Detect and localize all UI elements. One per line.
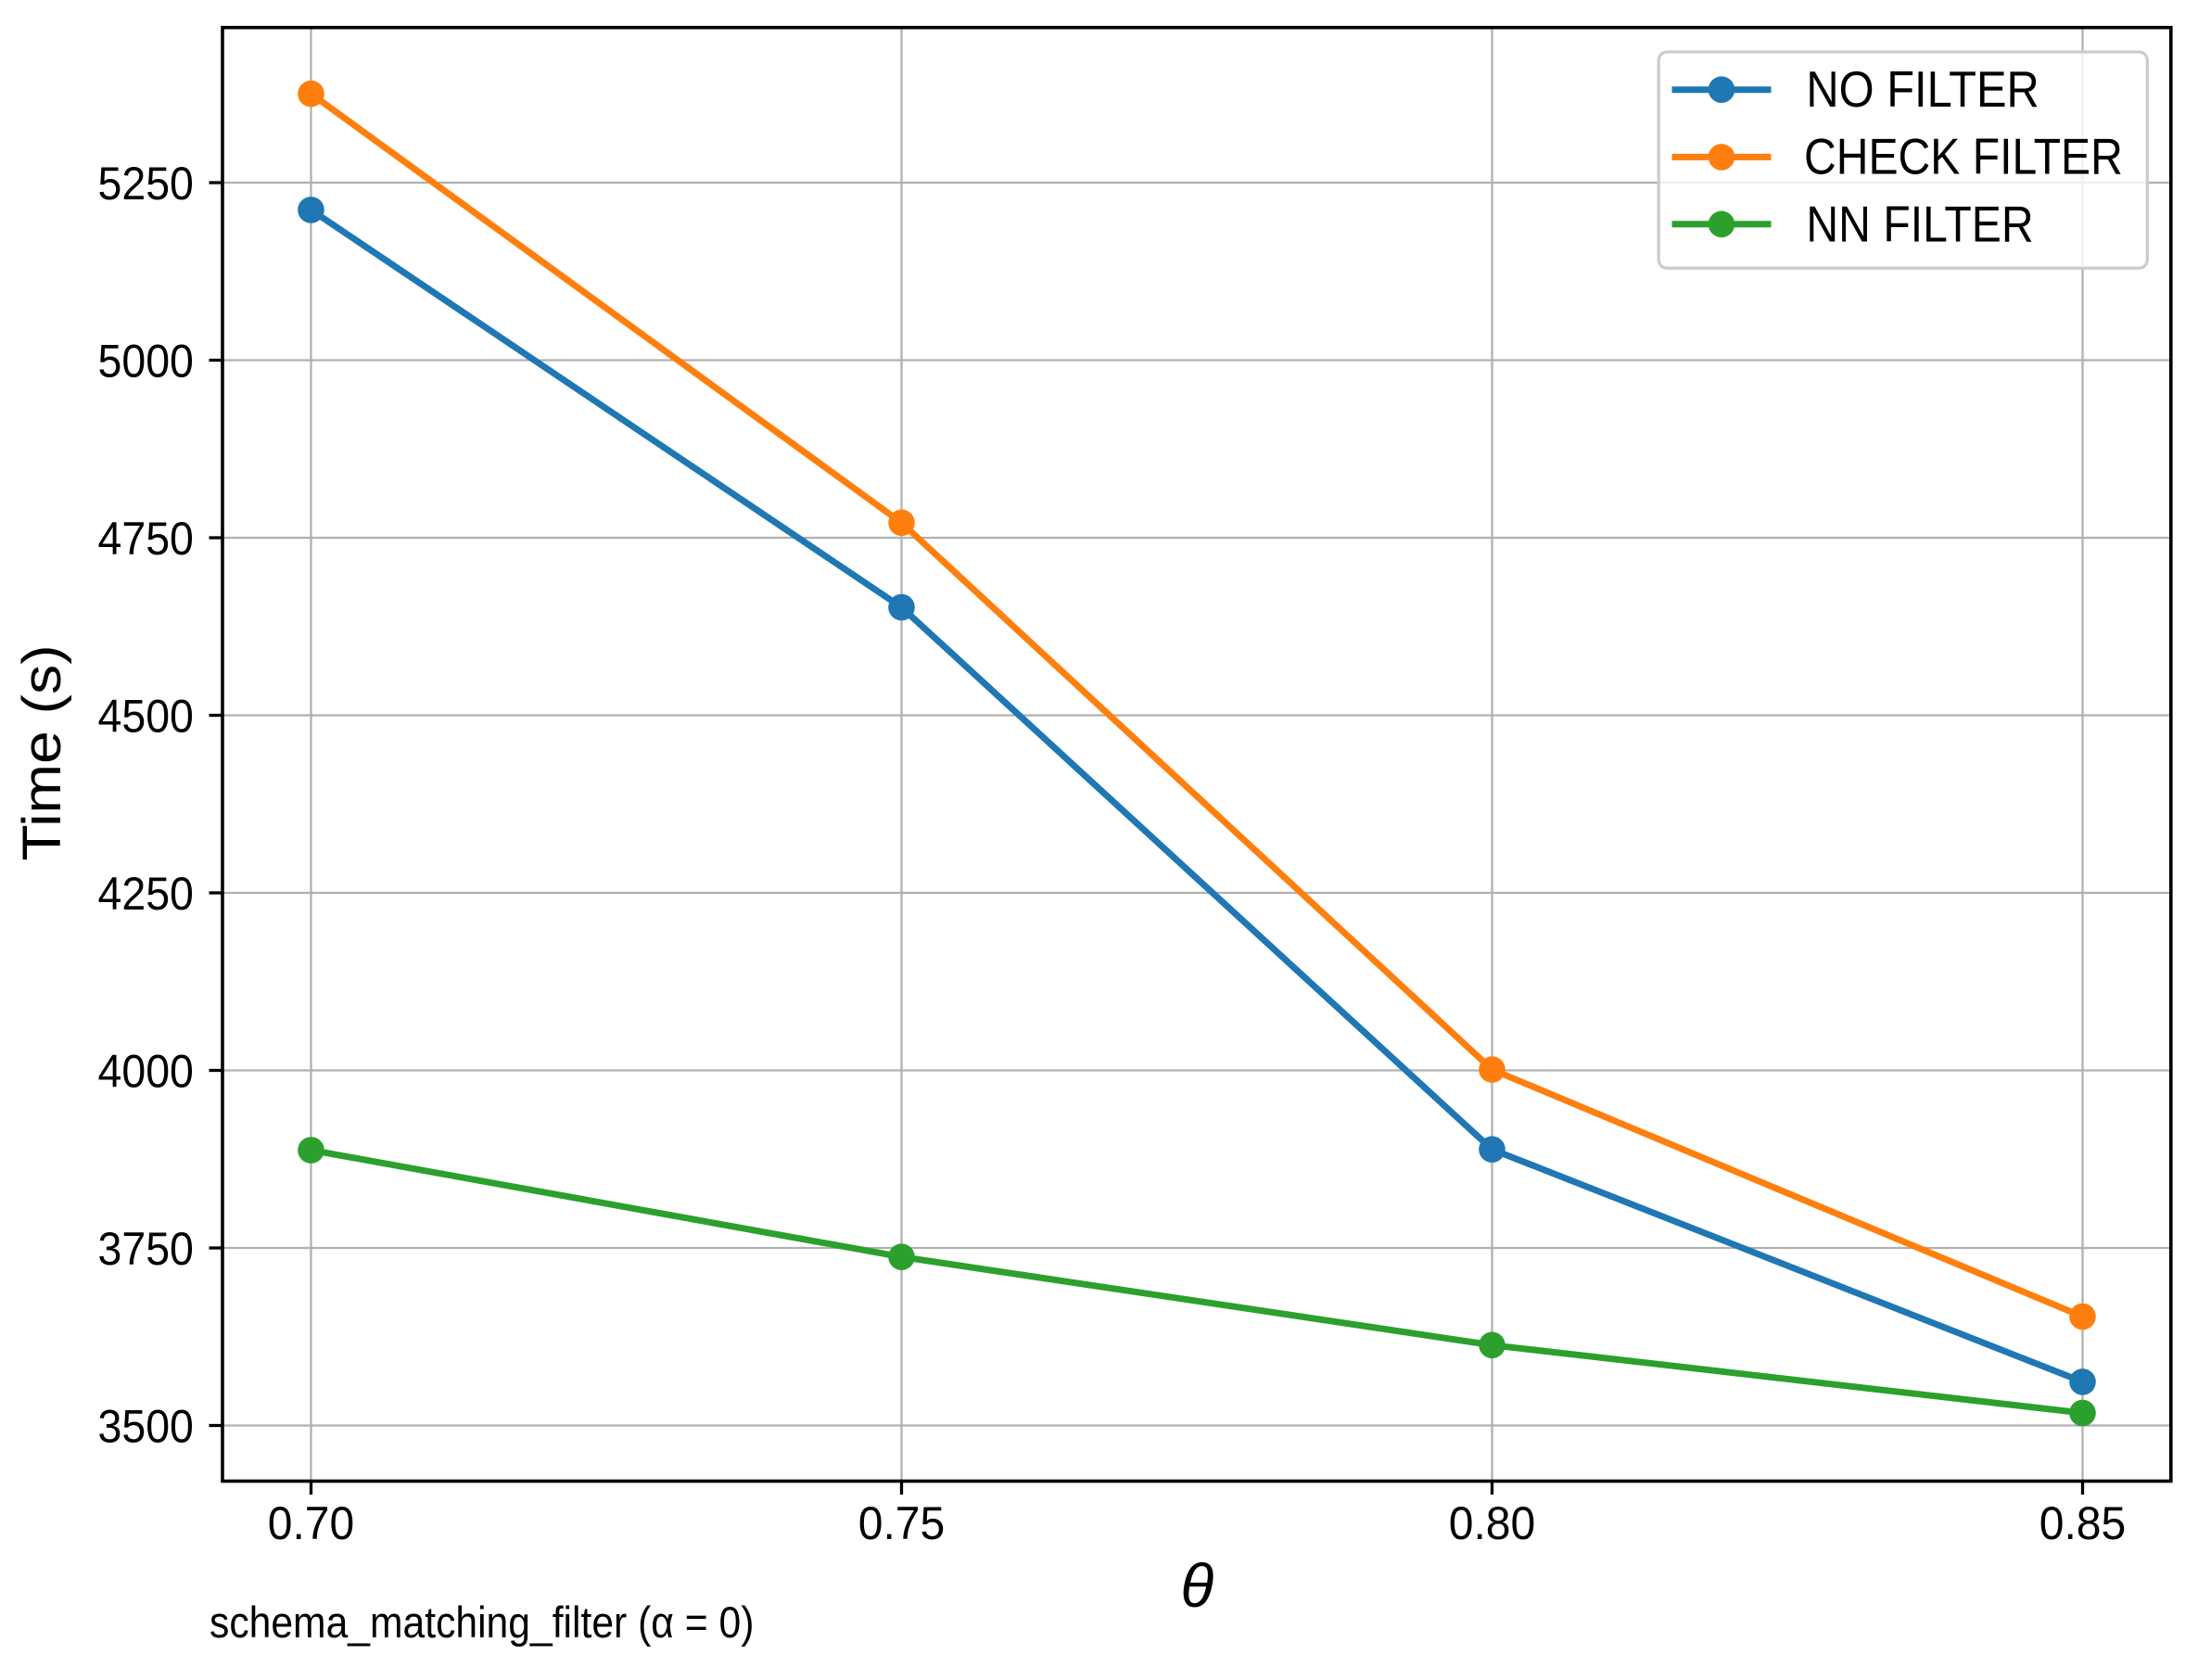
svg-text:4250: 4250	[98, 868, 194, 920]
svg-text:NO FILTER: NO FILTER	[1806, 61, 2039, 118]
svg-text:4000: 4000	[98, 1046, 194, 1098]
svg-text:4750: 4750	[98, 513, 194, 565]
svg-text:5250: 5250	[98, 158, 194, 210]
svg-text:Time (s): Time (s)	[12, 644, 71, 860]
svg-text:schema_matching_filter (α = 0): schema_matching_filter (α = 0)	[210, 1597, 754, 1647]
svg-text:3750: 3750	[98, 1223, 194, 1275]
svg-text:0.85: 0.85	[2039, 1498, 2126, 1549]
svg-text:4500: 4500	[98, 691, 194, 743]
svg-text:0.70: 0.70	[268, 1498, 354, 1549]
svg-text:NN FILTER: NN FILTER	[1806, 195, 2033, 252]
svg-text:5000: 5000	[98, 336, 194, 388]
svg-text:0.75: 0.75	[858, 1498, 945, 1549]
svg-text:3500: 3500	[98, 1401, 194, 1453]
svg-text:CHECK FILTER: CHECK FILTER	[1804, 128, 2123, 185]
svg-text:0.80: 0.80	[1449, 1498, 1535, 1549]
svg-text:θ: θ	[1180, 1551, 1213, 1620]
